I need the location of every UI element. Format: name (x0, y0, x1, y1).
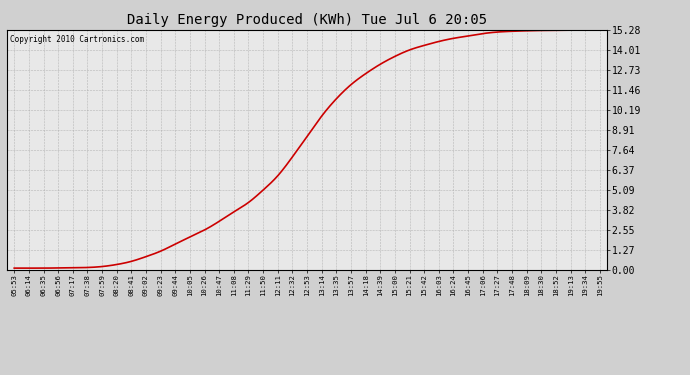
Text: Copyright 2010 Cartronics.com: Copyright 2010 Cartronics.com (10, 35, 144, 44)
Title: Daily Energy Produced (KWh) Tue Jul 6 20:05: Daily Energy Produced (KWh) Tue Jul 6 20… (127, 13, 487, 27)
